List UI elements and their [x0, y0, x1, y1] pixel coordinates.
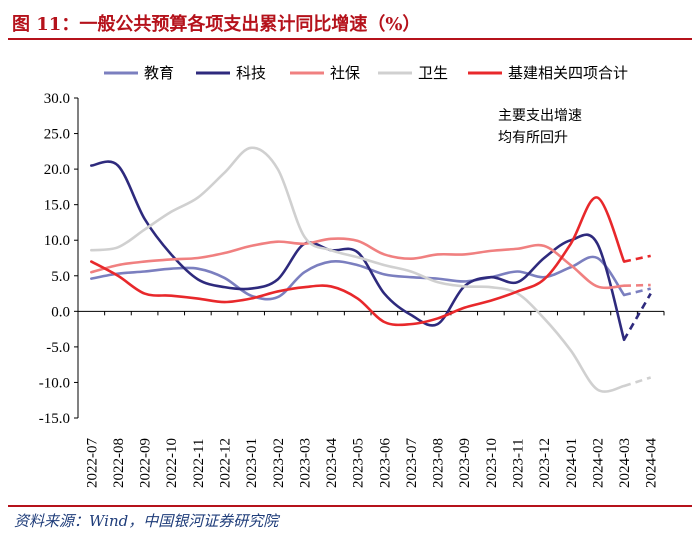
x-tick-label: 2022-11 [191, 439, 207, 488]
x-tick-label: 2023-03 [297, 438, 313, 488]
x-tick-label: 2022-10 [164, 438, 180, 488]
x-tick-label: 2023-11 [511, 439, 527, 488]
x-tick-label: 2024-01 [564, 438, 580, 488]
legend-label: 教育 [144, 64, 174, 82]
x-tick-label: 2023-01 [244, 438, 260, 488]
series-line-科技 [90, 160, 626, 342]
x-tick-label: 2023-06 [377, 438, 393, 488]
x-tick-label: 2022-12 [218, 438, 234, 488]
x-tick-label: 2023-04 [324, 438, 340, 488]
series-line-教育 [90, 255, 626, 301]
x-tick-label: 2023-08 [431, 438, 447, 488]
y-tick-label: -10.0 [39, 375, 70, 391]
legend-label: 科技 [236, 64, 266, 82]
y-tick-label: -15.0 [39, 411, 70, 427]
x-tick-label: 2024-02 [590, 438, 606, 488]
series-dashed-segment-教育 [623, 287, 651, 297]
y-tick-label: -5.0 [46, 340, 70, 356]
series-dashed-segment-社保 [624, 283, 651, 288]
x-tick-label: 2023-05 [351, 438, 367, 488]
chart-axes: 30.0 25.0 20.0 15.0 10.0 5.0 0.0 -5.0 -10.0 -15.0… [39, 91, 665, 488]
y-tick-label: 15.0 [44, 198, 70, 214]
series-dashed-segment-基建相关四项合计 [623, 254, 651, 263]
y-tick-label: 10.0 [44, 233, 70, 249]
y-tick-label: 0.0 [51, 304, 70, 320]
x-tick-label: 2023-12 [537, 438, 553, 488]
source-divider [8, 505, 692, 507]
y-tick-label: 25.0 [44, 127, 70, 143]
series-line-卫生 [90, 146, 626, 393]
legend-label: 基建相关四项合计 [508, 64, 628, 82]
y-tick-label: 30.0 [44, 91, 70, 107]
y-tick-label: 5.0 [51, 269, 70, 285]
series-dashed-segment-科技 [622, 292, 652, 341]
x-tick-label: 2023-07 [404, 438, 420, 488]
x-tick-label: 2022-09 [138, 438, 154, 488]
annotation-line: 主要支出增速 [498, 108, 582, 124]
chart-title: 图 11：一般公共预算各项支出累计同比增速（%） [12, 14, 421, 35]
x-tick-label: 2022-07 [84, 438, 100, 488]
legend-label: 社保 [330, 64, 360, 82]
x-tick-label: 2024-04 [644, 438, 660, 488]
title-bar: 图 11：一般公共预算各项支出累计同比增速（%） [8, 6, 692, 40]
x-tick-label: 2023-09 [457, 438, 473, 488]
legend-label: 卫生 [418, 64, 448, 82]
series-dashed-segment-卫生 [623, 376, 652, 388]
series-line-社保 [90, 237, 626, 290]
series-line-基建相关四项合计 [90, 196, 626, 327]
x-tick-label: 2022-08 [111, 438, 127, 488]
x-tick-label: 2023-10 [484, 438, 500, 488]
chart-legend: 教育 科技 社保 卫生 基建相关四项合计 [104, 64, 628, 82]
annotation-line: 均有所回升 [498, 130, 568, 146]
series-layer [90, 146, 652, 393]
y-tick-label: 20.0 [44, 162, 70, 178]
x-tick-label: 2024-03 [617, 438, 633, 488]
x-tick-label: 2023-02 [271, 438, 287, 488]
source-note: 资料来源：Wind，中国银河证券研究院 [14, 512, 279, 530]
